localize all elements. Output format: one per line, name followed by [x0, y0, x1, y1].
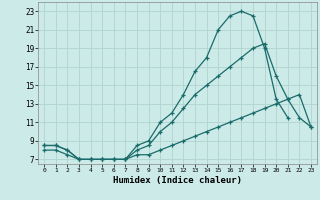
X-axis label: Humidex (Indice chaleur): Humidex (Indice chaleur): [113, 176, 242, 185]
